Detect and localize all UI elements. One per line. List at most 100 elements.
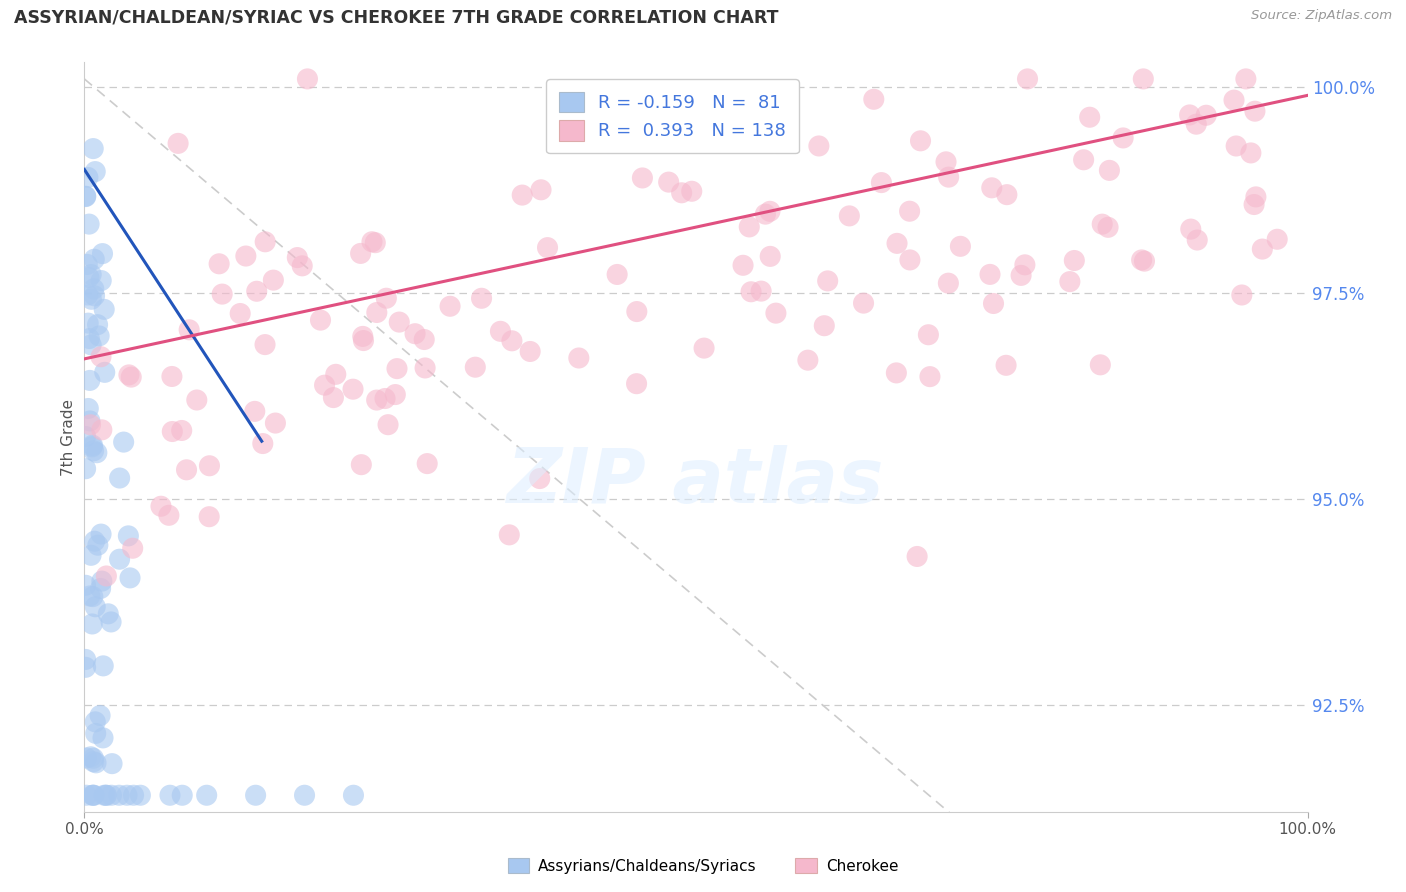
Point (626, 376, 648, 391)
Point (115, 789, 138, 803)
Point (75, 429, 97, 443)
Point (262, 273, 284, 287)
Point (374, 392, 396, 406)
Point (83, 789, 105, 803)
Point (568, 351, 591, 365)
Point (489, 324, 512, 338)
Point (120, 370, 142, 384)
Point (75, 652, 97, 666)
Point (838, 209, 860, 223)
Point (101, 756, 124, 771)
Point (198, 458, 221, 473)
Point (82, 755, 104, 769)
Point (82, 590, 104, 604)
Point (413, 361, 436, 376)
Point (86, 446, 108, 460)
Point (797, 353, 820, 368)
Point (129, 789, 152, 803)
Point (342, 789, 364, 803)
Point (375, 291, 398, 305)
Point (77, 270, 100, 285)
Point (83, 443, 105, 458)
Point (1265, 232, 1288, 246)
Point (82, 142, 104, 156)
Point (1090, 358, 1112, 372)
Point (90, 574, 112, 588)
Point (252, 436, 274, 450)
Point (1185, 117, 1208, 131)
Point (159, 789, 181, 803)
Point (980, 181, 1002, 195)
Point (530, 183, 553, 197)
Point (77, 170, 100, 185)
Point (167, 136, 190, 151)
Point (1017, 71, 1039, 86)
Point (983, 296, 1005, 310)
Point (898, 204, 921, 219)
Point (246, 285, 269, 299)
Point (404, 326, 426, 341)
Point (294, 789, 316, 803)
Point (84, 599, 107, 614)
Point (86, 318, 108, 332)
Point (377, 417, 399, 432)
Point (886, 366, 908, 380)
Point (471, 291, 494, 305)
Point (79, 414, 101, 428)
Point (84, 756, 107, 770)
Point (1132, 71, 1154, 86)
Point (162, 425, 184, 439)
Point (79, 332, 101, 346)
Point (416, 457, 439, 471)
Point (90, 350, 112, 364)
Point (264, 416, 287, 430)
Point (1091, 217, 1114, 231)
Point (935, 154, 957, 169)
Point (93, 302, 115, 317)
Point (1223, 93, 1246, 107)
Point (1243, 197, 1265, 211)
Point (80, 268, 103, 282)
Y-axis label: 7th Grade: 7th Grade (60, 399, 76, 475)
Point (1073, 153, 1095, 167)
Point (1195, 108, 1218, 122)
Point (75, 189, 97, 203)
Point (1234, 71, 1257, 86)
Point (195, 789, 218, 803)
Point (83, 289, 105, 303)
Point (82, 617, 104, 632)
Point (77, 316, 100, 330)
Point (291, 259, 314, 273)
Point (93, 365, 115, 379)
Point (1240, 145, 1263, 160)
Point (1187, 233, 1209, 247)
Point (100, 789, 122, 803)
Point (83, 252, 105, 267)
Point (898, 252, 921, 267)
Point (1098, 163, 1121, 178)
Point (91, 731, 114, 745)
Legend: R = -0.159   N =  81, R =  0.393   N = 138: R = -0.159 N = 81, R = 0.393 N = 138 (546, 79, 799, 153)
Point (80, 292, 103, 306)
Point (186, 392, 208, 407)
Point (1178, 108, 1201, 122)
Text: Source: ZipAtlas.com: Source: ZipAtlas.com (1251, 9, 1392, 22)
Point (1225, 139, 1247, 153)
Point (366, 305, 388, 319)
Point (79, 589, 101, 603)
Point (96, 789, 118, 803)
Point (96, 569, 118, 583)
Point (731, 258, 754, 272)
Point (817, 274, 839, 288)
Point (693, 341, 716, 355)
Point (658, 175, 681, 189)
Point (179, 323, 201, 337)
Point (384, 387, 406, 401)
Point (606, 268, 628, 282)
Point (738, 219, 761, 234)
Point (510, 188, 533, 202)
Point (979, 268, 1001, 282)
Point (112, 435, 135, 450)
Point (754, 207, 776, 221)
Point (90, 582, 112, 596)
